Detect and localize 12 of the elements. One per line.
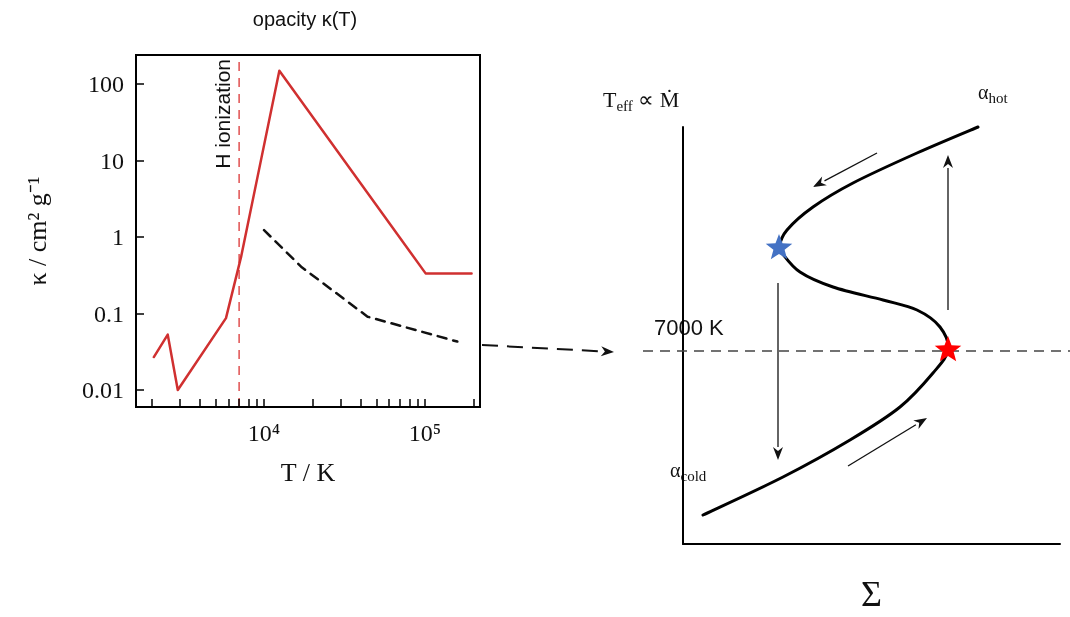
y-tick-label: 100 xyxy=(88,71,124,98)
x-tick-label: 10⁴ xyxy=(247,420,281,446)
y-axis-title: κ / cm² g⁻¹ xyxy=(22,176,52,286)
y-tick-label: 1 xyxy=(112,224,124,251)
chart-title: opacity κ(T) xyxy=(252,8,358,30)
x-axis-title: T / K xyxy=(280,457,336,487)
y-tick-label: 10 xyxy=(100,147,124,174)
x-tick-label: 10⁵ xyxy=(408,420,442,446)
y-tick-label: 0.01 xyxy=(82,377,124,404)
ref-line-label: H ionization xyxy=(211,59,235,169)
text: Σ xyxy=(861,574,882,614)
y-tick-label: 0.1 xyxy=(94,300,124,327)
